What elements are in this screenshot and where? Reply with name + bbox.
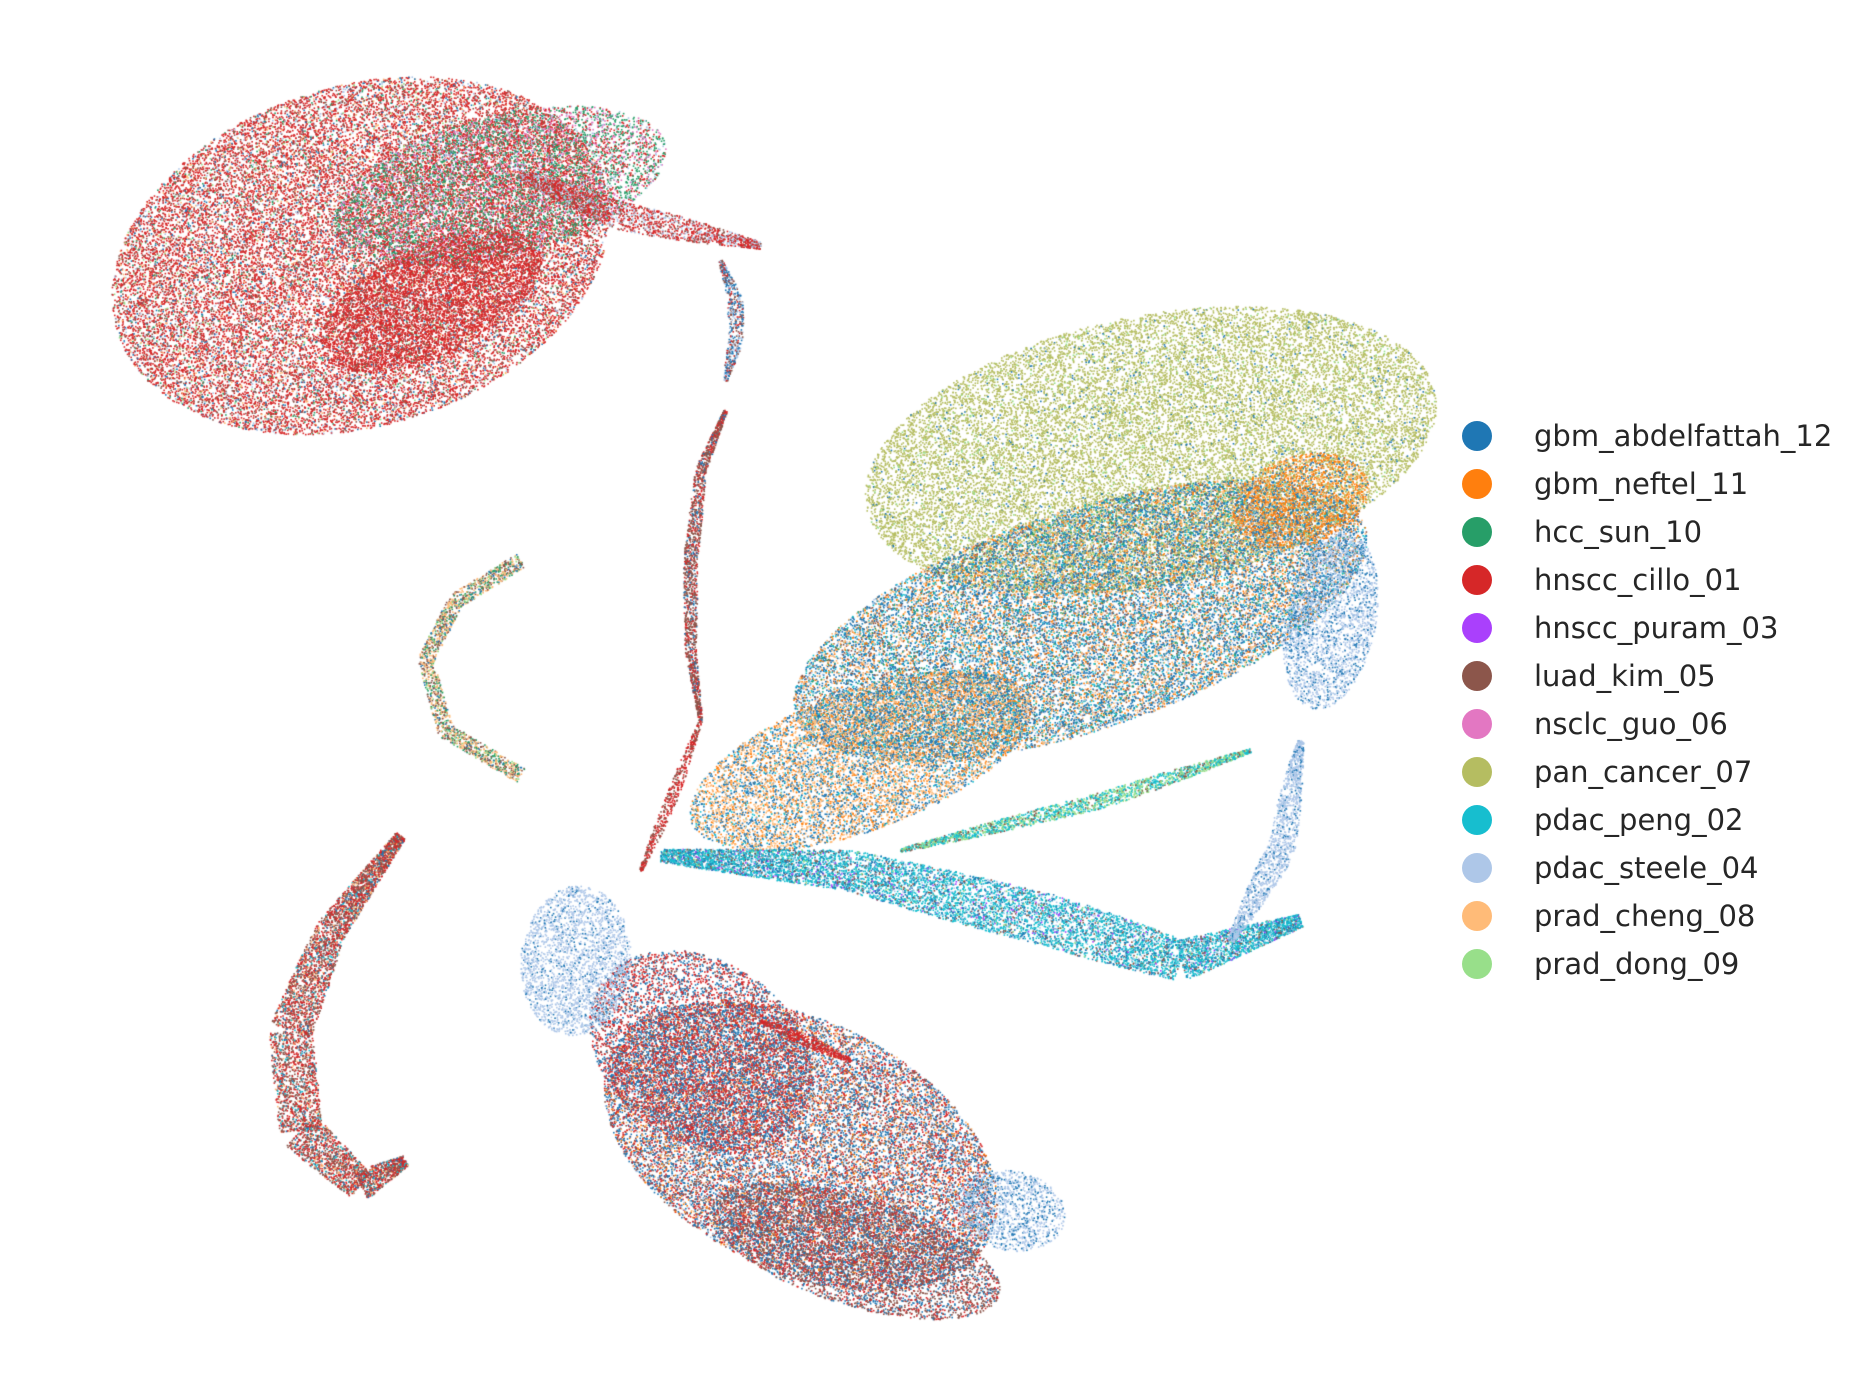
legend-label: luad_kim_05: [1534, 659, 1716, 693]
legend-marker-icon: [1462, 613, 1492, 643]
legend-label: prad_cheng_08: [1534, 899, 1756, 933]
legend-item: pdac_steele_04: [1462, 844, 1832, 892]
legend-marker-icon: [1462, 901, 1492, 931]
legend-label: hcc_sun_10: [1534, 515, 1703, 549]
legend-marker-icon: [1462, 421, 1492, 451]
legend-label: pdac_peng_02: [1534, 803, 1744, 837]
legend-label: pdac_steele_04: [1534, 851, 1759, 885]
legend-label: gbm_neftel_11: [1534, 467, 1749, 501]
legend-label: nsclc_guo_06: [1534, 707, 1728, 741]
legend-item: hnscc_puram_03: [1462, 604, 1832, 652]
legend-marker-icon: [1462, 853, 1492, 883]
legend-marker-icon: [1462, 565, 1492, 595]
legend-marker-icon: [1462, 757, 1492, 787]
legend-label: gbm_abdelfattah_12: [1534, 419, 1833, 453]
legend-item: gbm_abdelfattah_12: [1462, 412, 1832, 460]
legend-item: gbm_neftel_11: [1462, 460, 1832, 508]
legend-marker-icon: [1462, 661, 1492, 691]
legend-label: hnscc_cillo_01: [1534, 563, 1742, 597]
legend-marker-icon: [1462, 517, 1492, 547]
legend-marker-icon: [1462, 709, 1492, 739]
legend-label: pan_cancer_07: [1534, 755, 1753, 789]
legend-item: pdac_peng_02: [1462, 796, 1832, 844]
legend-item: luad_kim_05: [1462, 652, 1832, 700]
legend-label: hnscc_puram_03: [1534, 611, 1779, 645]
legend-marker-icon: [1462, 469, 1492, 499]
legend-label: prad_dong_09: [1534, 947, 1740, 981]
legend: gbm_abdelfattah_12 gbm_neftel_11 hcc_sun_1…: [1462, 412, 1832, 988]
legend-item: hnscc_cillo_01: [1462, 556, 1832, 604]
legend-item: nsclc_guo_06: [1462, 700, 1832, 748]
legend-item: prad_cheng_08: [1462, 892, 1832, 940]
legend-marker-icon: [1462, 949, 1492, 979]
legend-item: prad_dong_09: [1462, 940, 1832, 988]
legend-marker-icon: [1462, 805, 1492, 835]
legend-item: pan_cancer_07: [1462, 748, 1832, 796]
legend-item: hcc_sun_10: [1462, 508, 1832, 556]
